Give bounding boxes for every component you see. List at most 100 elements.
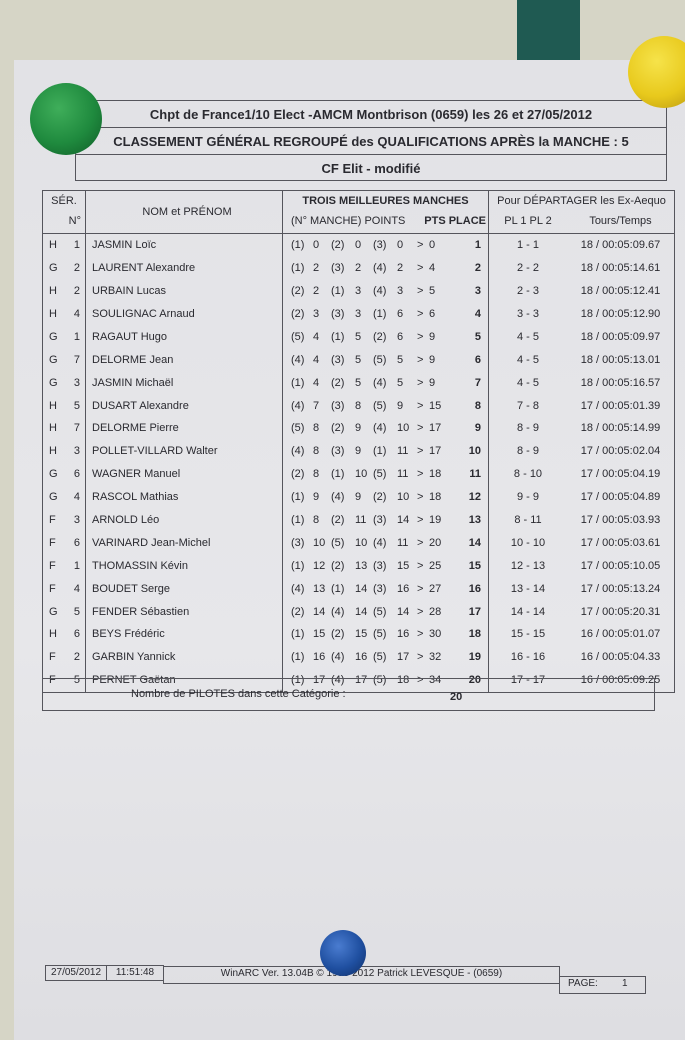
- table-row: H 6 BEYS Frédéric (1) 15 (2) 15 (5) 16 >30 18 15 - …: [42, 623, 675, 646]
- pl1-pl2: 8 - 9: [516, 422, 539, 435]
- tours-temps: 17 / 00:05:01.39: [580, 399, 661, 412]
- manches-cell: (1) 15 (2) 15 (5) 16 >30 18: [282, 623, 489, 646]
- manche-points: 4: [313, 330, 320, 343]
- manche-number: (5): [331, 536, 345, 549]
- manche-number: (1): [331, 468, 345, 481]
- tours-temps: 18 / 00:05:12.41: [580, 285, 661, 298]
- green-magnet: [30, 83, 102, 155]
- pilot-name: JASMIN Loïc: [85, 233, 283, 257]
- departager-cell: 8 - 10 17 / 00:05:04.19: [489, 463, 675, 486]
- manche-number: (5): [373, 399, 387, 412]
- manches-cell: (1) 9 (4) 9 (2) 10 >18 12: [282, 485, 489, 509]
- place: 17: [468, 605, 481, 618]
- manche-points: 0: [355, 239, 362, 252]
- pilot-name: RAGAUT Hugo: [85, 325, 283, 349]
- arrow: >: [417, 376, 424, 389]
- tours-temps: 18 / 00:05:13.01: [580, 353, 661, 366]
- manche-points: 16: [397, 628, 410, 641]
- manche-points: 2: [313, 285, 320, 298]
- arrow: >: [417, 422, 424, 435]
- place: 3: [474, 285, 481, 298]
- arrow: >: [417, 674, 424, 687]
- manche-points: 9: [355, 422, 362, 435]
- manches-cell: (3) 10 (5) 10 (4) 11 >20 14: [282, 531, 489, 555]
- series: G: [49, 330, 58, 343]
- manches-cell: (5) 8 (2) 9 (4) 10 >17 9: [282, 417, 489, 440]
- col-pl: PL 1 PL 2: [504, 215, 552, 228]
- departager-cell: 12 - 13 17 / 00:05:10.05: [489, 554, 675, 577]
- total-points: 28: [429, 605, 442, 618]
- col-pts-place: PTS PLACE: [424, 215, 486, 228]
- manche-points: 14: [355, 605, 368, 618]
- footer-page: PAGE: 1: [559, 976, 646, 994]
- manche-points: 10: [355, 468, 368, 481]
- series: G: [49, 376, 58, 389]
- place: 18: [468, 628, 481, 641]
- place: 6: [474, 353, 481, 366]
- total-points: 18: [429, 468, 442, 481]
- arrow: >: [417, 491, 424, 504]
- manche-points: 5: [397, 376, 404, 389]
- pl1-pl2: 8 - 10: [513, 468, 543, 481]
- manche-points: 9: [355, 445, 362, 458]
- pilot-name: DUSART Alexandre: [85, 394, 283, 418]
- series: G: [49, 491, 58, 504]
- pl1-pl2: 8 - 11: [514, 514, 542, 527]
- number: 2: [73, 651, 80, 664]
- table-row: F 3 ARNOLD Léo (1) 8 (2) 11 (3) 14 >19 13 8 - 11 17 …: [42, 508, 675, 532]
- manche-number: (4): [331, 491, 345, 504]
- tours-temps: 17 / 00:05:20.31: [580, 605, 661, 618]
- pl1-pl2: 17 - 17: [510, 674, 546, 687]
- arrow: >: [417, 651, 424, 664]
- table-row: G 3 JASMIN Michaël (1) 4 (2) 5 (4) 5 >9 7 4 - 5 18 /…: [42, 371, 675, 395]
- manche-number: (1): [331, 582, 345, 595]
- manche-number: (1): [291, 491, 305, 504]
- manche-number: (4): [373, 422, 387, 435]
- col-name: NOM et PRÉNOM: [85, 190, 283, 234]
- table-row: F 4 BOUDET Serge (4) 13 (1) 14 (3) 16 >27 16 13 - 1…: [42, 577, 675, 601]
- total-points: 4: [429, 262, 436, 275]
- departager-cell: 7 - 8 17 / 00:05:01.39: [489, 394, 675, 417]
- place: 19: [468, 651, 481, 664]
- table-row: F 5 PERNET Gaëtan (1) 17 (4) 17 (5) 18 >34 20 17 - …: [42, 668, 675, 693]
- pilot-name: FENDER Sébastien: [85, 600, 283, 624]
- manche-number: (2): [331, 376, 345, 389]
- table-row: G 7 DELORME Jean (4) 4 (3) 5 (5) 5 >9 6 4 - 5 18 / 0…: [42, 348, 675, 372]
- pilot-name: LAURENT Alexandre: [85, 256, 283, 280]
- arrow: >: [417, 239, 424, 252]
- arrow: >: [417, 582, 424, 595]
- pl1-pl2: 12 - 13: [510, 559, 546, 572]
- number: 3: [73, 445, 80, 458]
- pilot-name: JASMIN Michaël: [85, 371, 283, 395]
- manche-number: (3): [331, 399, 345, 412]
- manche-points: 10: [313, 536, 326, 549]
- pilot-name: DELORME Pierre: [85, 417, 283, 440]
- total-points: 9: [429, 353, 436, 366]
- series: H: [49, 445, 57, 458]
- manche-points: 11: [397, 445, 409, 458]
- total-points: 30: [429, 628, 442, 641]
- table-row: H 7 DELORME Pierre (5) 8 (2) 9 (4) 10 >17 9 8 - 9 18…: [42, 417, 675, 440]
- departager-cell: 10 - 10 17 / 00:05:03.61: [489, 531, 675, 554]
- manche-points: 8: [313, 445, 320, 458]
- manche-points: 9: [397, 399, 404, 412]
- tape-strip: [517, 0, 580, 70]
- manche-points: 4: [313, 353, 320, 366]
- manche-points: 7: [313, 399, 320, 412]
- place: 9: [474, 422, 481, 435]
- number: 5: [73, 605, 80, 618]
- total-points: 6: [429, 308, 436, 320]
- manche-points: 8: [313, 514, 320, 527]
- total-points: 34: [429, 674, 442, 687]
- pl1-pl2: 16 - 16: [510, 651, 546, 664]
- pilot-name: BOUDET Serge: [85, 577, 283, 601]
- manche-points: 17: [355, 674, 368, 687]
- col-ser: SÉR.: [42, 190, 86, 210]
- total-points: 25: [429, 559, 442, 572]
- manche-number: (1): [291, 514, 305, 527]
